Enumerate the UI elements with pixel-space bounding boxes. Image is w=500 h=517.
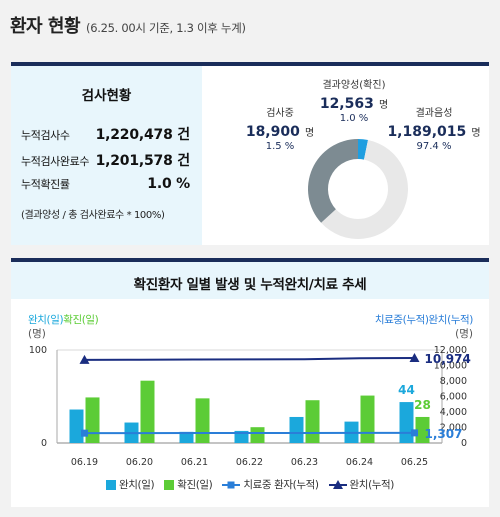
- right-tick-label: 4,000: [440, 407, 467, 418]
- bar-recovered-daily: [289, 416, 304, 443]
- stat-label: 누적검사수: [21, 129, 70, 142]
- x-tick-label: 06.19: [71, 457, 98, 468]
- donut-slice-testing: [308, 139, 358, 223]
- bar-confirmed-daily: [415, 416, 430, 443]
- bar-recovered-daily: [179, 431, 194, 443]
- stat-note: (결과양성 / 총 검사완료수 * 100%): [21, 210, 165, 221]
- x-tick-label: 06.22: [236, 457, 263, 468]
- legend-item: 완치(일): [106, 477, 155, 492]
- donut-label-negative: 결과음성 1,189,015 명 97.4 %: [382, 108, 486, 154]
- donut-area: 검사중 18,900 명 1.5 % 결과양성(확진) 12,563 명 1.0…: [202, 66, 489, 245]
- x-tick-label: 06.25: [401, 457, 428, 468]
- donut-slice-positive: [358, 139, 368, 160]
- donut-slice-negative: [321, 140, 408, 239]
- test-status-heading: 검사현황: [81, 88, 132, 104]
- legend-swatch-line: [328, 479, 347, 489]
- data-label: 1,307: [425, 427, 463, 441]
- legend-swatch-line: [222, 481, 241, 488]
- bar-confirmed-daily: [140, 380, 155, 443]
- right-tick-label: 6,000: [440, 392, 467, 403]
- legend-label: 치료중 환자(누적): [243, 479, 319, 491]
- data-label: 28: [414, 398, 431, 412]
- bar-confirmed-daily: [250, 427, 265, 443]
- stat-row-positive-rate: 누적확진률 1.0 %: [21, 176, 190, 192]
- stat-label: 누적확진률: [21, 178, 70, 191]
- donut-label-name: 결과음성: [415, 108, 453, 119]
- donut-label-name: 검사중: [266, 108, 294, 119]
- stat-row-total-tests: 누적검사수 1,220,478 건: [21, 124, 190, 144]
- data-label: 44: [398, 383, 415, 397]
- test-stats-box: 검사현황 누적검사수 1,220,478 건 누적검사완료수 1,201,578…: [11, 66, 202, 245]
- legend-item: 치료중 환자(누적): [222, 477, 319, 492]
- trend-chart-panel: 확진환자 일별 발생 및 누적완치/치료 추세: [11, 258, 489, 507]
- right-tick-label: 12,000: [434, 345, 467, 356]
- page-subtitle: (6.25. 00시 기준, 1.3 이후 누계): [86, 21, 246, 35]
- left-tick-label: 100: [29, 345, 47, 356]
- right-tick-label: 8,000: [440, 376, 467, 387]
- donut-label-count: 1,189,015: [387, 123, 467, 140]
- chart-legend: 완치(일) 확진(일) 치료중 환자(누적) 완치(누적): [0, 477, 500, 492]
- donut-label-count: 12,563: [319, 95, 374, 112]
- stat-label: 누적검사완료수: [21, 155, 90, 168]
- right-tick-label: 10,000: [434, 361, 467, 372]
- stat-value: 1.0 %: [147, 176, 190, 192]
- donut-label-positive: 결과양성(확진) 12,563 명 1.0 %: [304, 80, 404, 126]
- donut-label-unit: 명: [471, 127, 481, 139]
- bar-confirmed-daily: [360, 395, 375, 443]
- bar-recovered-daily: [399, 402, 414, 443]
- bar-confirmed-daily: [195, 398, 210, 443]
- left-axis-title: 완치(일)확진(일): [28, 312, 99, 327]
- right-axis-unit: (명): [455, 328, 473, 340]
- marker-triangle: [409, 352, 420, 362]
- x-tick-label: 06.24: [346, 457, 373, 468]
- bar-confirmed-daily: [305, 400, 320, 443]
- stat-row-completed-tests: 누적검사완료수 1,201,578 건: [21, 150, 190, 170]
- donut-label-name: 결과양성(확진): [322, 80, 386, 91]
- right-tick-label: 2,000: [440, 423, 467, 434]
- left-axis-unit: (명): [28, 328, 46, 340]
- donut-label-percent: 1.5 %: [265, 141, 295, 152]
- trend-chart-heading: 확진환자 일별 발생 및 누적완치/치료 추세: [133, 277, 367, 293]
- donut-label-unit: 명: [378, 99, 389, 111]
- donut-label-percent: 1.0 %: [339, 113, 369, 124]
- donut-chart: [308, 139, 408, 239]
- legend-label: 완치(누적): [349, 479, 395, 491]
- left-axis-title-recovered: 완치(일): [28, 314, 64, 326]
- right-axis-title: 치료중(누적)완치(누적): [374, 314, 474, 326]
- line-recovered-cumulative: [84, 356, 415, 361]
- marker-triangle: [79, 354, 90, 364]
- legend-swatch-box: [106, 479, 117, 490]
- legend-swatch-box: [164, 479, 175, 490]
- trend-heading-band: [11, 262, 489, 299]
- x-tick-label: 06.23: [291, 457, 318, 468]
- x-tick-label: 06.20: [126, 457, 153, 468]
- bar-confirmed-daily: [85, 397, 100, 443]
- x-tick-label: 06.21: [181, 457, 208, 468]
- legend-label: 완치(일): [119, 479, 155, 491]
- legend-item: 확진(일): [164, 477, 213, 492]
- page-header: 환자 현황 (6.25. 00시 기준, 1.3 이후 누계): [10, 12, 246, 40]
- bar-recovered-daily: [69, 409, 84, 443]
- stat-value: 1,220,478 건: [95, 127, 191, 143]
- donut-label-percent: 97.4 %: [416, 141, 452, 152]
- marker-square: [411, 429, 418, 437]
- donut-label-unit: 명: [304, 127, 315, 139]
- left-axis-title-confirmed: 확진(일): [63, 314, 99, 326]
- legend-label: 확진(일): [177, 479, 213, 491]
- test-status-panel: 검사현황 누적검사수 1,220,478 건 누적검사완료수 1,201,578…: [11, 62, 489, 245]
- marker-square: [81, 429, 88, 437]
- stat-value: 1,201,578 건: [95, 153, 191, 169]
- donut-label-count: 18,900: [245, 123, 300, 140]
- donut-label-testing: 검사중 18,900 명 1.5 %: [240, 108, 320, 154]
- right-tick-label: 0: [461, 438, 467, 449]
- data-label: 10,974: [425, 352, 471, 366]
- page-title: 환자 현황: [10, 16, 81, 37]
- legend-item: 완치(누적): [328, 477, 395, 492]
- left-tick-label: 0: [41, 438, 47, 449]
